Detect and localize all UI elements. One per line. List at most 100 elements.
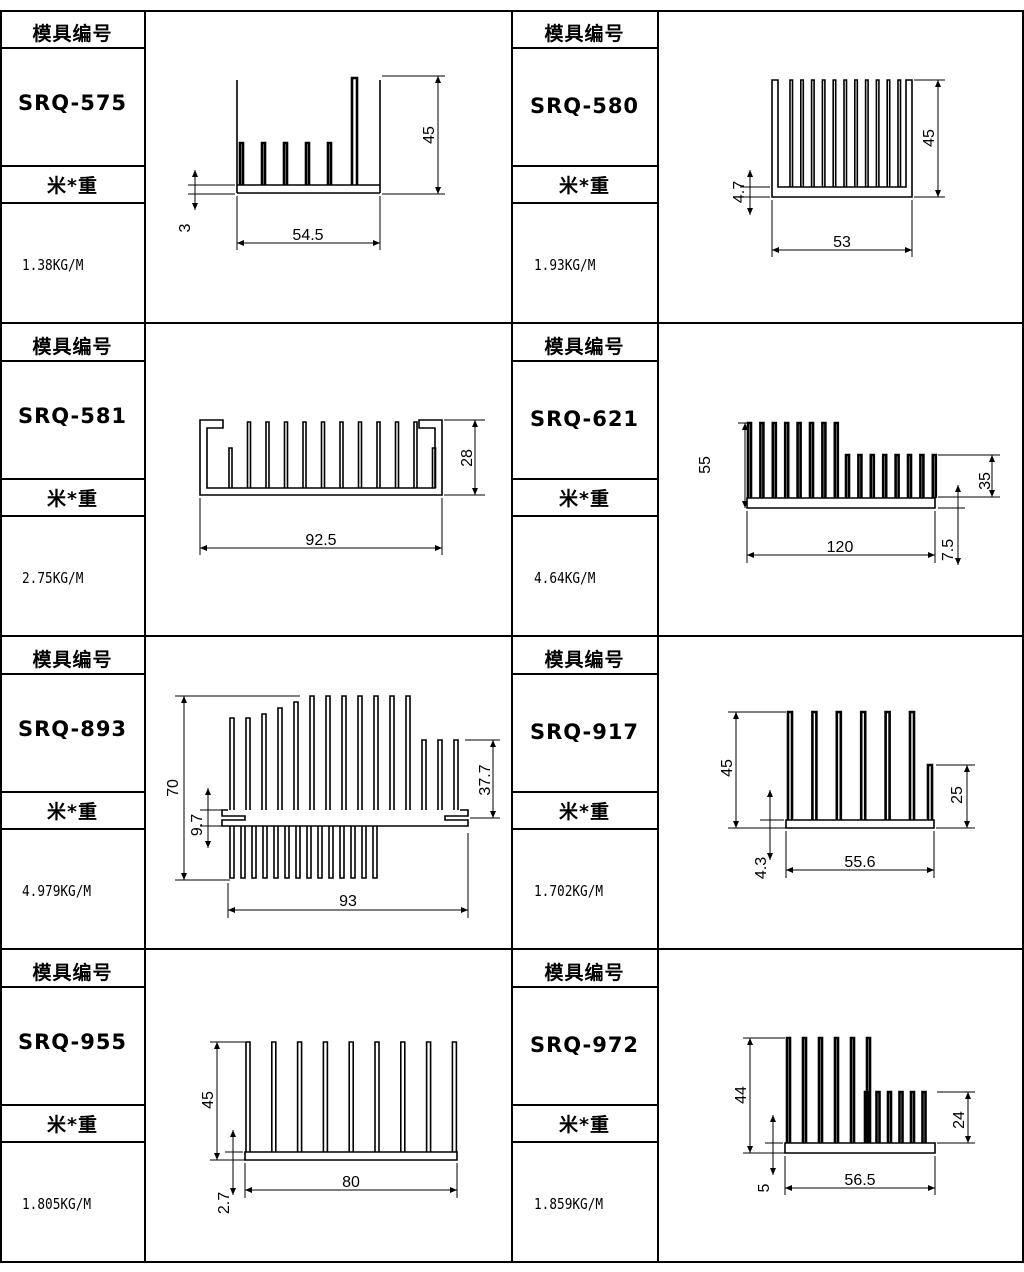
label-cell-divider — [512, 360, 657, 362]
weight-header: 米*重 — [559, 1114, 610, 1136]
label-cell-divider — [512, 986, 657, 988]
weight-value: 4.64KG/M — [534, 569, 596, 587]
mold-code: SRQ-893 — [17, 717, 128, 741]
row-divider — [0, 635, 1024, 637]
dimension-label: 28 — [459, 449, 476, 467]
weight-value: 1.805KG/M — [22, 1195, 92, 1213]
profile-drawing-srq-581: 28 92.5 — [199, 419, 485, 555]
mold-code: SRQ-917 — [529, 720, 640, 744]
weight-value: 1.702KG/M — [534, 882, 604, 900]
dimension-label: 54.5 — [292, 227, 323, 244]
dimension-label: 80 — [342, 1174, 360, 1191]
weight-header: 米*重 — [47, 175, 98, 197]
label-cell-divider — [0, 47, 145, 49]
dimension-label: 35 — [977, 472, 994, 490]
heatsink-fins — [229, 695, 459, 879]
dimension-label: 24 — [951, 1111, 968, 1129]
dimension-label: 55 — [697, 456, 714, 474]
dimension-label: 4.3 — [753, 857, 770, 879]
mold-number-header: 模具编号 — [544, 23, 625, 45]
dimension-label: 4.7 — [731, 181, 748, 203]
mold-number-header: 模具编号 — [544, 962, 625, 984]
profile-drawing-srq-917: 45 25 4.3 55.6 — [720, 710, 975, 879]
weight-value: 2.75KG/M — [22, 569, 84, 587]
label-cell-divider — [512, 478, 657, 480]
heatsink-fins — [746, 421, 938, 498]
label-cell-divider — [512, 202, 657, 204]
dimension-label: 70 — [165, 779, 182, 797]
label-cell-divider — [0, 986, 145, 988]
dimension-label: 45 — [720, 759, 736, 777]
mold-code: SRQ-621 — [529, 407, 640, 431]
dimension-label: 45 — [200, 1091, 217, 1109]
mold-code: SRQ-575 — [17, 91, 128, 115]
row-divider — [0, 322, 1024, 324]
dimension-label: 3 — [177, 223, 194, 232]
label-cell-divider — [512, 1104, 657, 1106]
dimension-label: 44 — [733, 1086, 750, 1104]
weight-header: 米*重 — [47, 488, 98, 510]
profile-outline — [244, 1151, 458, 1161]
profile-outline — [221, 809, 469, 827]
weight-header: 米*重 — [47, 801, 98, 823]
weight-header: 米*重 — [47, 1114, 98, 1136]
dimension-label: 92.5 — [305, 532, 336, 549]
dimension-label: 2.7 — [216, 1192, 233, 1214]
heatsink-fins — [245, 1041, 458, 1152]
label-cell-divider — [512, 828, 657, 830]
label-cell-divider — [512, 791, 657, 793]
label-cell-divider — [0, 828, 145, 830]
label-cell-divider — [0, 673, 145, 675]
weight-header: 米*重 — [559, 801, 610, 823]
weight-header: 米*重 — [559, 175, 610, 197]
heatsink-fins — [786, 710, 934, 820]
label-cell-divider — [512, 515, 657, 517]
profile-outline — [784, 1142, 936, 1154]
label-cell-divider — [0, 165, 145, 167]
label-cell-divider — [0, 791, 145, 793]
dimension-arrows — [205, 788, 211, 848]
mold-number-header: 模具编号 — [32, 336, 113, 358]
dimension-label: 93 — [339, 893, 357, 910]
dimension-label: 55.6 — [844, 854, 875, 871]
heatsink-fins — [238, 76, 359, 185]
mold-number-header: 模具编号 — [32, 962, 113, 984]
label-cell-divider — [0, 1141, 145, 1143]
label-cell-divider — [0, 515, 145, 517]
dimension-label: 53 — [833, 234, 851, 251]
heatsink-fins — [785, 1036, 927, 1143]
mold-number-header: 模具编号 — [544, 649, 625, 671]
mold-code: SRQ-581 — [17, 404, 128, 428]
dimension-label: 7.5 — [940, 539, 957, 561]
dimension-arrows — [767, 790, 773, 860]
dimension-label: 9.7 — [189, 814, 206, 836]
mold-code: SRQ-955 — [17, 1030, 128, 1054]
heatsink-fins — [228, 421, 437, 488]
weight-value: 4.979KG/M — [22, 882, 92, 900]
mold-number-header: 模具编号 — [32, 23, 113, 45]
label-cell-divider — [512, 47, 657, 49]
mold-number-header: 模具编号 — [32, 649, 113, 671]
dimension-label: 5 — [756, 1183, 773, 1192]
profile-drawing-srq-580: 45 4.7 53 — [731, 79, 945, 257]
heatsink-fins — [789, 79, 902, 187]
weight-value: 1.859KG/M — [534, 1195, 604, 1213]
dimension-label: 120 — [827, 539, 854, 556]
label-cell-divider — [512, 673, 657, 675]
profile-outline — [785, 819, 935, 829]
profile-outline — [746, 497, 936, 509]
label-cell-divider — [0, 1104, 145, 1106]
label-cell-divider — [512, 1141, 657, 1143]
profile-drawing-srq-621: 55 35 7.5 120 — [697, 421, 1000, 565]
profile-drawing-srq-893: 70 9.7 37.7 93 — [165, 695, 500, 918]
label-cell-divider — [0, 478, 145, 480]
mold-code: SRQ-972 — [529, 1033, 640, 1057]
dimension-label: 45 — [921, 129, 938, 147]
profile-outline — [236, 80, 381, 194]
profile-drawing-srq-972: 44 24 5 56.5 — [733, 1036, 975, 1195]
dimension-arrows — [230, 1130, 236, 1195]
mold-number-header: 模具编号 — [544, 336, 625, 358]
profile-drawing-srq-955: 45 2.7 80 — [200, 1041, 458, 1214]
mold-code: SRQ-580 — [529, 94, 640, 118]
